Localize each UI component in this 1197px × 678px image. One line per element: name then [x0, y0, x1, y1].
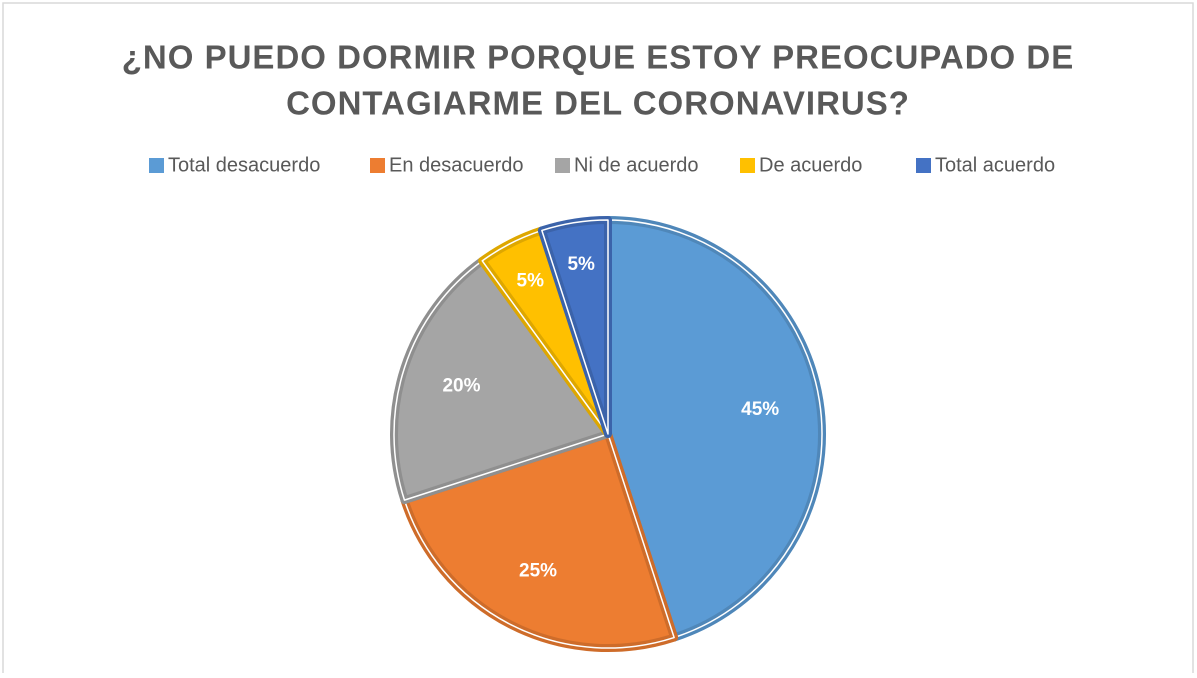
legend-label: Total acuerdo: [935, 154, 1055, 176]
legend-label: Ni de acuerdo: [574, 154, 699, 176]
chart-title: CONTAGIARME DEL CORONAVIRUS?: [286, 85, 910, 122]
legend-label: En desacuerdo: [389, 154, 524, 176]
data-label: 25%: [519, 560, 557, 581]
data-label: 5%: [517, 270, 545, 291]
legend-swatch: [149, 158, 164, 173]
legend-label: Total desacuerdo: [168, 154, 320, 176]
data-label: 45%: [741, 399, 779, 420]
chart-title: ¿NO PUEDO DORMIR PORQUE ESTOY PREOCUPADO…: [122, 39, 1074, 76]
data-label: 20%: [442, 375, 480, 396]
pie-slice-separator: [403, 433, 675, 649]
data-label: 5%: [567, 254, 595, 275]
legend-label: De acuerdo: [759, 154, 862, 176]
legend-swatch: [555, 158, 570, 173]
legend-swatch: [916, 158, 931, 173]
pie-slice-separator: [541, 219, 609, 435]
pie-slice-separator: [393, 260, 609, 501]
legend-swatch: [740, 158, 755, 173]
pie-slice-separator: [607, 219, 823, 639]
legend-swatch: [370, 158, 385, 173]
